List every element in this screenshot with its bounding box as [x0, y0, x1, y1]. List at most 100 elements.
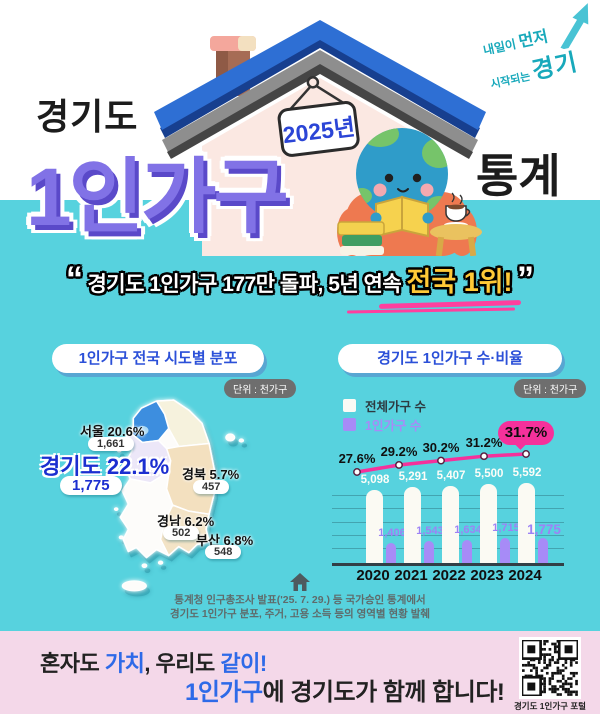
legend-swatch-single [343, 417, 356, 431]
chart-baseline [332, 563, 564, 566]
legend-label-single: 1인가구 수 [365, 418, 422, 433]
book-stack [337, 221, 385, 255]
households-chart: 5,098 1,406 2020 5,291 1,543 2021 5,407 1,634 20… [330, 421, 596, 589]
legend-swatch-total [343, 398, 356, 412]
header-region-label: 경기도 [36, 96, 139, 137]
msg1-highlight1: 가치 [104, 651, 145, 676]
year-label: 2024 [508, 567, 542, 584]
map-label-gyeongnam: 경남 6.2% [157, 511, 214, 530]
map-label-busan: 부산 6.8% [196, 530, 253, 549]
map-badge-busan: 548 [205, 545, 242, 559]
logo-arrow-icon [560, 3, 589, 51]
single-households-value: 1,543 [416, 524, 444, 537]
side-table [430, 192, 482, 256]
headline-quote: “ 경기도 1인가구 177만 돌파, 5년 연속 전국 1위! ” [0, 260, 600, 314]
gyeonggi-name: 경기도 [40, 454, 101, 479]
single-households-value: 1,634 [454, 523, 482, 536]
open-quote: “ [65, 260, 83, 298]
year-sign: 2025년 [277, 76, 360, 157]
gyeongnam-pct: 6.2% [184, 514, 215, 529]
total-households-value: 5,407 [436, 469, 466, 482]
total-households-bar [366, 490, 383, 563]
msg1-highlight2: 같이! [220, 651, 267, 676]
footer-message-line1: 혼자도 가치, 우리도 같이! [40, 646, 267, 678]
line-marker [353, 468, 361, 476]
gyeonggi-logo: 내일이 먼저 시작되는 경기 [480, 3, 600, 100]
logo-line2-small: 시작되는 [489, 70, 532, 91]
map-badge-gyeongnam: 502 [163, 526, 200, 540]
total-households-bar [404, 487, 421, 563]
ratio-percent-label: 31.2% [465, 435, 503, 451]
year-label: 2021 [394, 567, 428, 584]
header-title-suffix: 통계 [476, 150, 561, 202]
busan-pct: 6.8% [223, 533, 254, 548]
legend-item-single: 1인가구 수 [343, 417, 426, 433]
msg2-part2: 에 경기도가 함께 합니다! [262, 679, 505, 706]
total-households-bar [518, 483, 535, 563]
quote-highlight-wrap: 전국 1위! [346, 260, 521, 314]
legend-item-total: 전체가구 수 [343, 398, 426, 414]
map-badge-gyeonggi: 1,775 [60, 476, 122, 495]
korea-map [113, 399, 245, 592]
busan-name: 부산 [196, 533, 220, 548]
ratio-percent-label: 30.2% [422, 439, 460, 455]
close-quote: ” [517, 260, 534, 298]
gyeonggi-pct: 22.1% [106, 454, 170, 479]
total-households-value: 5,098 [360, 474, 390, 487]
total-households-bar [442, 485, 459, 563]
map-unit-badge: 단위 : 천가구 [224, 379, 297, 398]
footnote-line2: 경기도 1인가구 분포, 주거, 고용 소득 등의 영역별 현황 발췌 [169, 608, 431, 620]
ratio-percent-bubble: 31.7% [498, 421, 554, 450]
single-households-bar [500, 538, 510, 563]
total-households-bar [480, 484, 497, 563]
line-marker [480, 452, 488, 461]
single-households-bar [424, 540, 434, 563]
ratio-percent-label: 29.2% [380, 443, 418, 459]
chart-section-title: 경기도 1인가구 수·비율 [338, 344, 562, 373]
house-illustration: 2025년 [154, 20, 486, 256]
msg1-part1: 혼자도 [40, 651, 105, 676]
single-households-value: 1,775 [527, 521, 561, 537]
qr-caption: 경기도 1인가구 포털 [513, 701, 586, 711]
seoul-pct: 20.6% [107, 424, 145, 439]
map-section-title: 1인가구 전국 시도별 분포 [52, 344, 264, 373]
msg1-part2: , 우리도 [144, 651, 221, 676]
map-badge-gyeongbuk: 457 [193, 480, 230, 494]
map-region-seoul [136, 425, 149, 435]
map-label-gyeongbuk: 경북 5.7% [182, 464, 239, 483]
line-marker [522, 450, 530, 458]
total-households-value: 5,291 [398, 471, 428, 484]
gyeongbuk-name: 경북 [182, 467, 206, 482]
total-households-value: 5,592 [512, 467, 542, 479]
qr-code [519, 637, 581, 699]
ratio-percent-label: 27.6% [338, 451, 376, 466]
single-households-bar [462, 539, 472, 563]
year-label: 2020 [356, 567, 390, 584]
map-label-gyeonggi: 경기도 22.1% [40, 449, 169, 481]
year-label: 2022 [432, 567, 466, 584]
total-households-value: 5,500 [474, 468, 504, 481]
qr-pattern [520, 638, 580, 698]
msg2-highlight: 1인가구 [185, 679, 263, 706]
footer-message-line2: 1인가구에 경기도가 함께 합니다! [185, 672, 505, 707]
gyeongbuk-pct: 5.7% [209, 467, 240, 482]
year-label: 2023 [470, 567, 504, 584]
footer-background [0, 631, 600, 714]
footnote-line1: 통계청 인구총조사 발표('25. 7. 29.) 등 국가승인 통계에서 [174, 594, 426, 606]
single-households-value: 1,715 [492, 522, 520, 535]
single-households-value: 1,406 [378, 526, 406, 539]
single-households-bar [538, 537, 548, 563]
ratio-line-chart [353, 450, 530, 476]
map-badge-seoul: 1,661 [88, 437, 134, 451]
line-marker [395, 461, 403, 469]
legend-label-total: 전체가구 수 [365, 399, 426, 414]
home-icon [290, 573, 310, 591]
quote-highlight-text: 전국 1위! [406, 267, 513, 297]
chart-unit-badge: 단위 : 천가구 [514, 379, 587, 398]
map-label-seoul: 서울 20.6% [80, 421, 144, 440]
seoul-name: 서울 [80, 424, 104, 439]
line-marker [437, 456, 445, 465]
map-islands [113, 433, 245, 592]
chart-legend: 전체가구 수 1인가구 수 [343, 398, 426, 436]
gyeongnam-name: 경남 [157, 514, 181, 529]
